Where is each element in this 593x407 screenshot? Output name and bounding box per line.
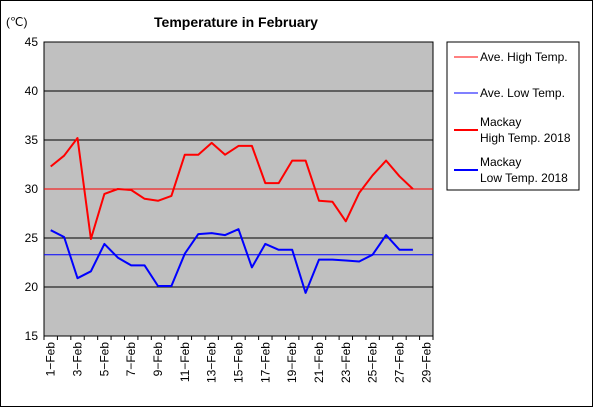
x-tick-label: 21−Feb [312,342,326,383]
series-line-2 [50,137,414,240]
chart-title: Temperature in February [154,14,318,30]
x-tick-label: 13−Feb [205,342,219,383]
legend-label: Ave. High Temp. [480,50,568,64]
legend-label: Ave. Low Temp. [480,86,565,100]
y-tick-label: 15 [25,329,39,343]
x-tick-label: 9−Feb [151,342,165,377]
series-line-3 [50,228,413,294]
x-tick-label: 5−Feb [97,342,111,377]
unit-label: (℃) [6,15,27,29]
legend-box [446,41,580,191]
x-tick-label: 15−Feb [232,342,246,383]
y-tick-label: 25 [25,231,39,245]
y-tick-label: 45 [25,35,39,49]
x-tick-label: 25−Feb [366,342,380,383]
series-layer [44,137,433,294]
legend-label: Mackay High Temp. 2018 [480,115,571,145]
x-tick-label: 19−Feb [285,342,299,383]
x-tick-label: 1−Feb [44,342,58,377]
y-tick-label: 20 [25,280,39,294]
y-tick-label: 40 [25,84,39,98]
x-tick-label: 7−Feb [124,342,138,377]
x-tick-label: 3−Feb [71,342,85,377]
x-tick-label: 23−Feb [339,342,353,383]
x-tick-label: 17−Feb [258,342,272,383]
axis-labels: 45 40 35 30 25 20 15 1−Feb 3−Feb 5−Feb 7−Feb 9−Feb 1… [25,35,434,383]
legend-label: Mackay Low Temp. 2018 [480,155,568,185]
x-tick-label: 29−Feb [419,342,433,383]
x-tick-label: 11−Feb [178,342,192,382]
y-tick-label: 30 [25,182,39,196]
y-tick-label: 35 [25,133,39,147]
x-tick-label: 27−Feb [392,342,406,383]
legend: Ave. High Temp. Ave. Low Temp. Mackay High … [454,50,571,185]
